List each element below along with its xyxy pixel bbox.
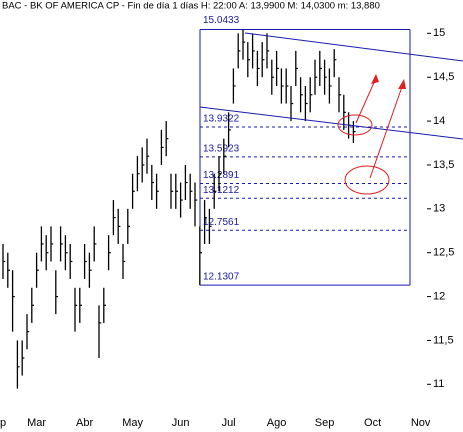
y-tick-label: 14,5 <box>433 71 454 83</box>
chart-title: BAC - BK OF AMERICA CP - Fin de día 1 dí… <box>2 1 380 12</box>
annotations <box>199 32 463 195</box>
y-tick-label: 13,5 <box>433 159 454 171</box>
level-label: 15.0433 <box>203 15 240 26</box>
x-tick-label: Jul <box>222 417 236 429</box>
y-tick-label: 11,5 <box>433 334 454 346</box>
y-tick-label: 12 <box>433 290 445 302</box>
level-label: 12.1307 <box>203 272 240 283</box>
level-label: 13.5923 <box>203 143 240 154</box>
level-label: 12.7561 <box>203 217 240 228</box>
x-tick-label: Oct <box>364 417 381 429</box>
x-tick-label: Sep <box>315 417 335 429</box>
x-tick-label: Ago <box>267 417 287 429</box>
upper-trendline <box>244 32 463 62</box>
y-tick-label: 12,5 <box>433 247 454 259</box>
x-tick-label: Abr <box>76 417 93 429</box>
arrowhead <box>371 74 379 84</box>
x-tick-label: May <box>122 417 143 429</box>
lower-trendline <box>199 106 463 140</box>
x-tick-label: p <box>0 417 6 429</box>
level-label: 13.9322 <box>203 114 240 125</box>
arrow <box>369 83 404 179</box>
x-tick-label: Mar <box>27 417 46 429</box>
arrow <box>355 77 377 124</box>
x-tick-label: Jun <box>172 417 190 429</box>
circle-marker <box>337 114 373 136</box>
y-tick-label: 15 <box>433 27 445 39</box>
circle-marker <box>344 165 390 195</box>
level-label: 13.1212 <box>203 185 240 196</box>
arrowhead <box>398 79 406 89</box>
level-label: 13.2891 <box>203 170 240 181</box>
y-tick-label: 11 <box>433 378 444 390</box>
x-tick-label: Nov <box>411 417 431 429</box>
y-tick-label: 13 <box>433 203 445 215</box>
y-tick-label: 14 <box>433 115 445 127</box>
